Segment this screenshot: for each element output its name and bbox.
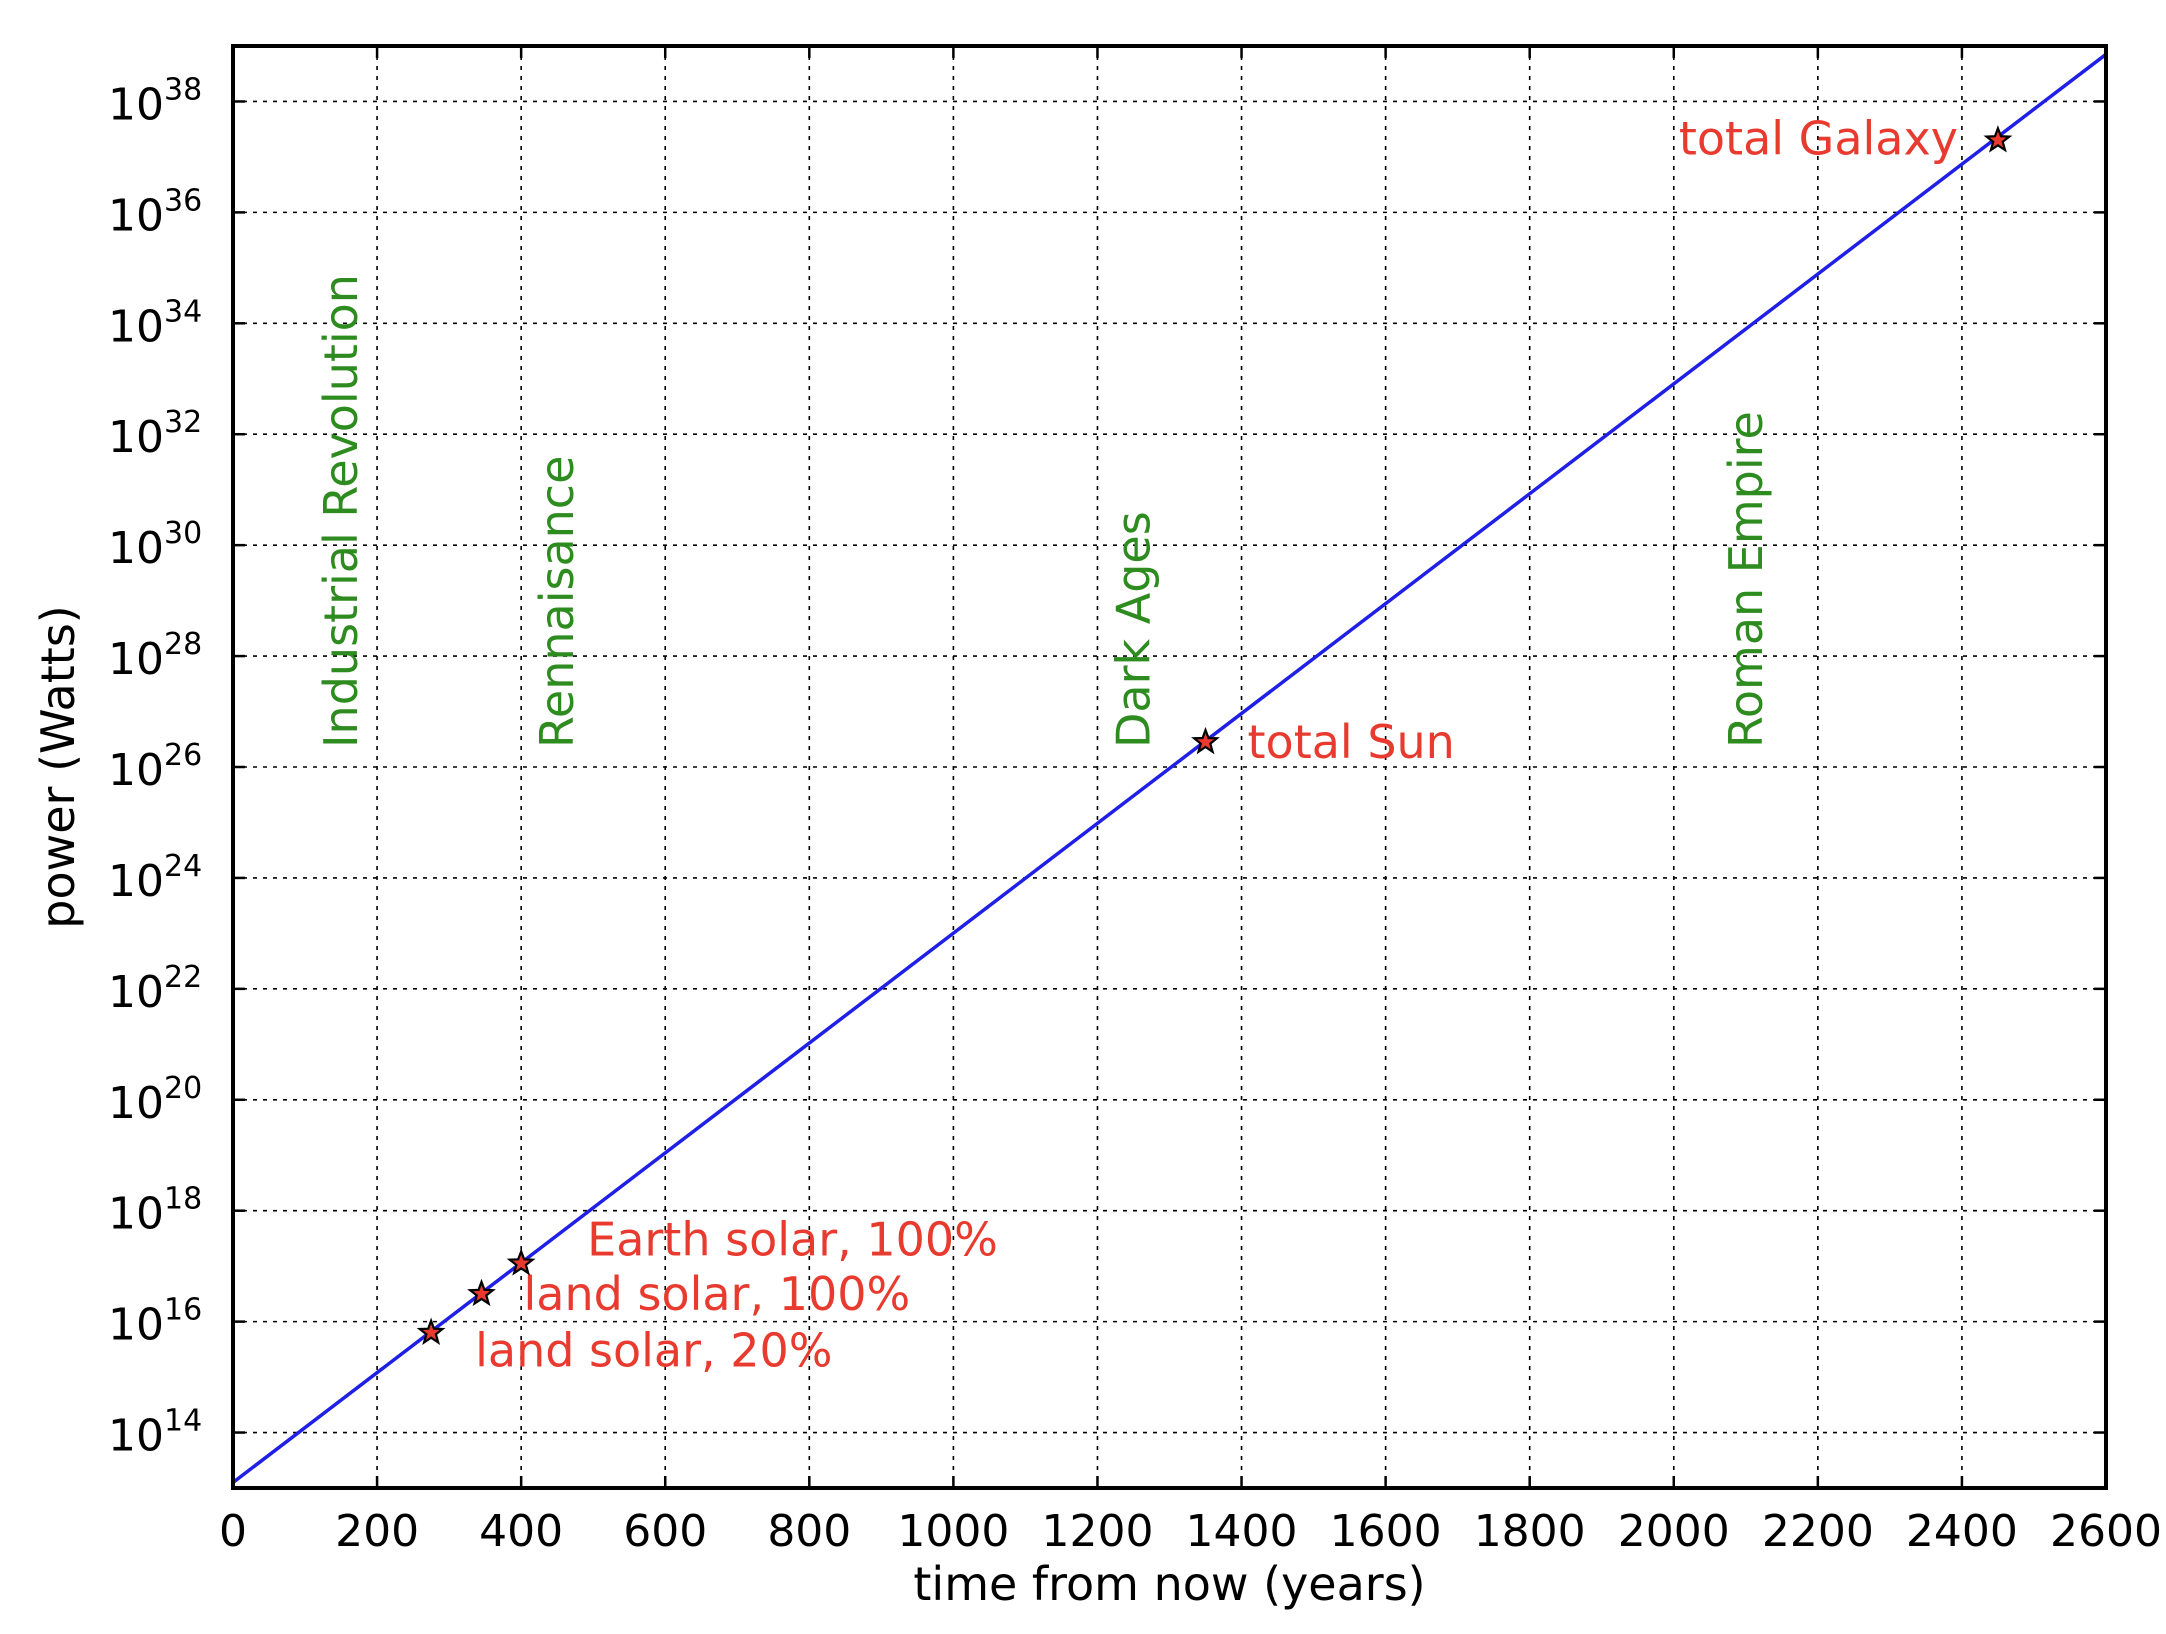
star-marker xyxy=(467,1278,496,1307)
y-tick-label: 1038 xyxy=(108,72,202,130)
star-marker xyxy=(506,1248,536,1276)
y-tick-label: 1022 xyxy=(108,960,202,1018)
y-tick-label: 1018 xyxy=(108,1182,202,1240)
x-tick-label: 2200 xyxy=(1762,1506,1874,1557)
x-tick-label: 200 xyxy=(335,1506,419,1557)
x-tick-label: 600 xyxy=(623,1506,707,1557)
y-tick-labels: 1014 1016 1018 1020 1022 1024 1026 1028 1030 1032… xyxy=(108,72,202,1461)
x-tick-label: 0 xyxy=(219,1506,247,1557)
y-tick-label: 1030 xyxy=(108,516,202,574)
y-tick-label: 1026 xyxy=(108,738,202,796)
series-line xyxy=(231,52,2108,1484)
x-tick-label: 400 xyxy=(479,1506,563,1557)
x-tick-label: 2600 xyxy=(2050,1506,2162,1557)
x-tick-label: 1600 xyxy=(1330,1506,1442,1557)
era-label: Industrial Revolution xyxy=(314,274,368,748)
point-label: land solar, 100% xyxy=(524,1267,911,1321)
y-tick-label: 1028 xyxy=(108,627,202,685)
y-axis-label: power (Watts) xyxy=(31,605,85,928)
x-tick-labels: 0 200 400 600 800 1000 1200 1400 1600 1800 2000 220… xyxy=(219,1506,2162,1557)
y-tick-label: 1032 xyxy=(108,405,202,463)
x-tick-label: 1400 xyxy=(1186,1506,1298,1557)
grid xyxy=(233,46,2106,1488)
y-tick-label: 1016 xyxy=(108,1293,202,1351)
points-layer: land solar, 20%land solar, 100%Earth sol… xyxy=(416,111,2013,1378)
point-label: Earth solar, 100% xyxy=(587,1212,998,1266)
x-tick-label: 1000 xyxy=(897,1506,1009,1557)
era-labels: Industrial Revolution Rennaisance Dark Age… xyxy=(314,274,1773,748)
x-tick-label: 1200 xyxy=(1041,1506,1153,1557)
star-marker xyxy=(1983,125,2013,153)
era-label: Rennaisance xyxy=(530,456,584,748)
y-tick-label: 1034 xyxy=(108,294,202,352)
point-label: total Sun xyxy=(1248,715,1455,769)
x-axis-label: time from now (years) xyxy=(913,1557,1425,1611)
x-tick-label: 2000 xyxy=(1618,1506,1730,1557)
star-marker xyxy=(1191,726,1220,755)
y-tick-label: 1020 xyxy=(108,1071,202,1129)
x-tick-label: 1800 xyxy=(1474,1506,1586,1557)
y-tick-label: 1036 xyxy=(108,183,202,241)
era-label: Dark Ages xyxy=(1106,511,1160,748)
point-label: total Galaxy xyxy=(1679,111,1958,165)
series-layer xyxy=(231,52,2108,1484)
point-label: land solar, 20% xyxy=(475,1324,832,1378)
ticks xyxy=(231,46,2108,1488)
x-tick-label: 2400 xyxy=(1906,1506,2018,1557)
star-marker xyxy=(416,1317,446,1345)
x-tick-label: 800 xyxy=(767,1506,851,1557)
y-tick-label: 1024 xyxy=(108,849,202,907)
y-tick-label: 1014 xyxy=(108,1404,202,1462)
era-label: Roman Empire xyxy=(1719,411,1773,748)
